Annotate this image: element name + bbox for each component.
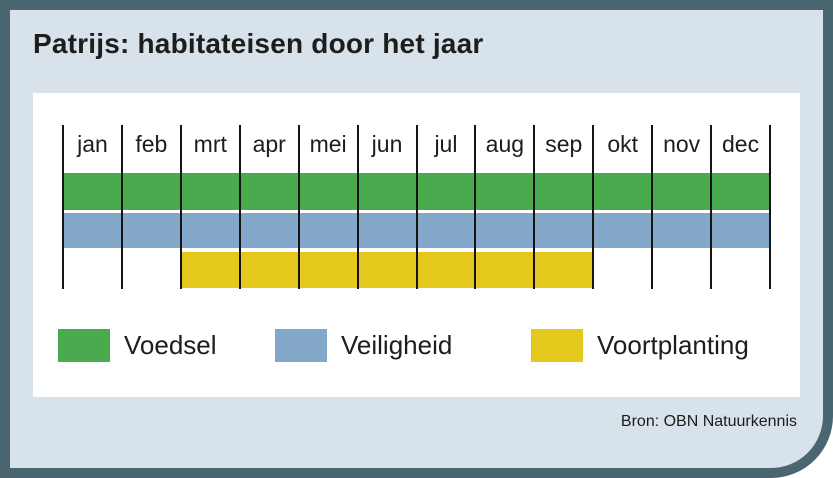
month-label-jan: jan [77,130,108,157]
month-gridline [179,125,182,289]
month-gridline [238,125,241,289]
month-label-dec: dec [721,130,760,157]
legend-swatch-veiligheid [275,329,327,362]
month-gridline [533,125,536,289]
month-label-mei: mei [309,130,347,157]
legend-label: Voortplanting [597,330,749,360]
source-credit: Bron: OBN Natuurkennis [620,413,797,430]
month-gridline [651,125,654,289]
month-gridline [297,125,300,289]
legend-swatch-voortplanting [531,329,583,362]
month-gridline [356,125,359,289]
legend-label: Veiligheid [341,330,453,360]
month-label-mrt: mrt [193,130,227,157]
month-gridline [62,125,64,289]
month-label-apr: apr [252,130,286,157]
month-label-okt: okt [607,130,639,157]
legend-swatch-voedsel [58,329,110,362]
month-gridline [710,125,713,289]
month-label-jun: jun [371,130,403,157]
habitat-band-voortplanting [180,252,594,288]
chart-panel: jan feb mrt apr mei jun jul aug sep okt nov dec Voe… [33,93,800,397]
month-gridline [592,125,595,289]
month-label-nov: nov [663,130,701,157]
legend-item-voortplanting: Voortplanting [531,329,749,362]
legend-label: Voedsel [124,330,217,360]
month-label-sep: sep [545,130,583,157]
month-gridline [415,125,418,289]
month-label-aug: aug [485,130,525,157]
month-gridline [769,125,771,289]
month-label-feb: feb [135,130,168,157]
chart-title: Patrijs: habitateisen door het jaar [33,28,484,59]
legend-item-veiligheid: Veiligheid [275,329,452,362]
month-gridline [474,125,477,289]
month-gridline [120,125,123,289]
legend-item-voedsel: Voedsel [58,329,217,362]
month-label-jul: jul [434,130,458,157]
